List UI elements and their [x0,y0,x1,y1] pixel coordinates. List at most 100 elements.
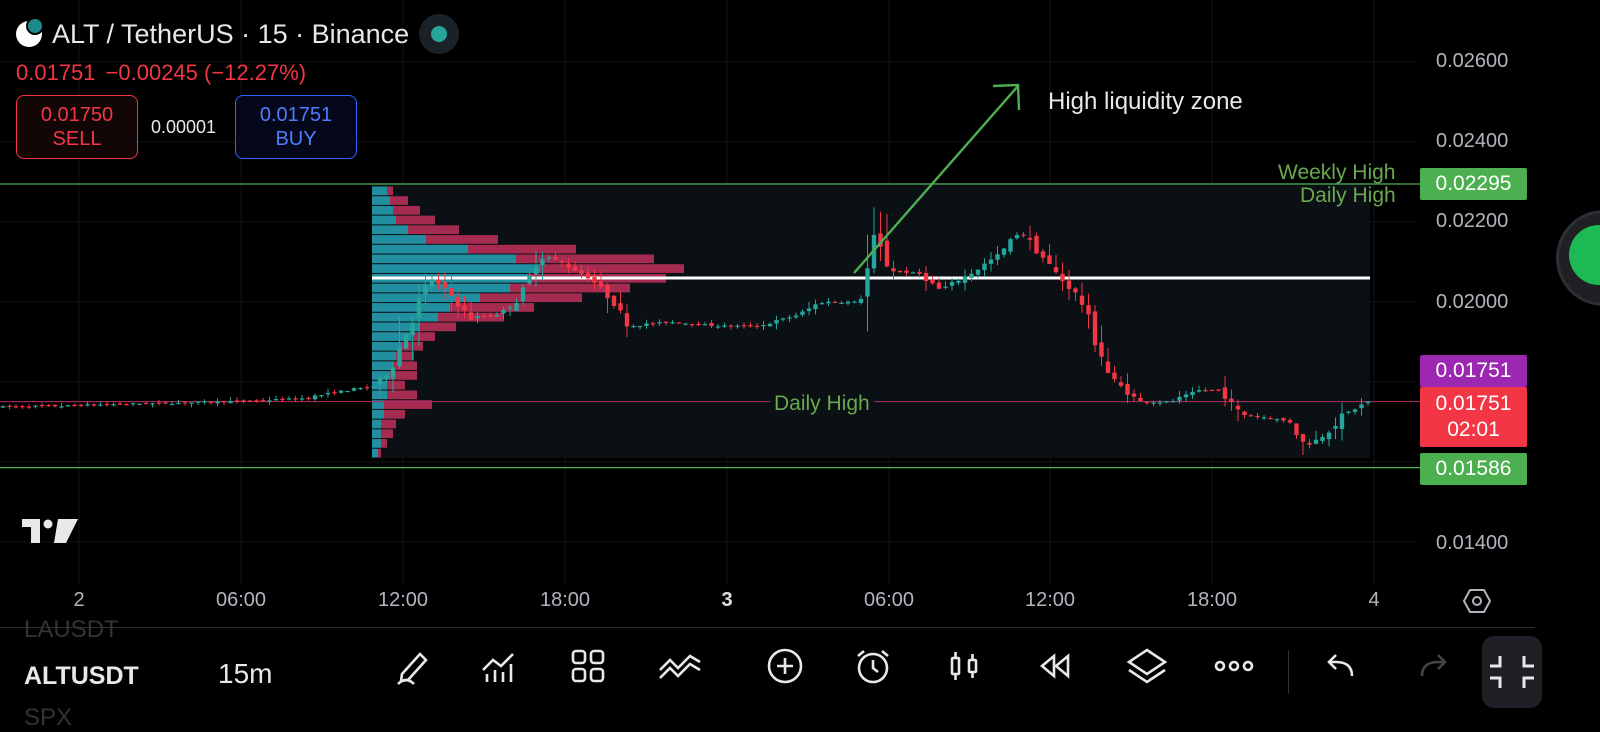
more-dots-icon [1214,660,1254,672]
sell-price: 0.01750 [40,104,114,126]
candle-down [91,404,97,406]
candle-down [1027,237,1033,240]
candle-down [572,266,578,271]
candle-down [46,405,51,407]
candle-down [156,402,162,404]
chart-type-button[interactable] [940,642,988,690]
candle-down [13,406,19,408]
volume-bar-sell [390,196,408,205]
volume-bar-sell [381,419,396,429]
candle-down [553,256,558,260]
price-change: −0.00245 (−12.27%) [105,60,307,85]
candle-up [111,404,116,406]
sell-button[interactable]: 0.01750 SELL [16,95,138,159]
add-button[interactable] [761,642,809,690]
more-button[interactable] [1210,642,1258,690]
candle-down [1118,382,1124,386]
candle-down [897,270,903,273]
candle-down [936,282,942,289]
candle-down [1216,389,1221,391]
candle-down [1125,383,1130,395]
candle-down [566,263,571,268]
candle-up [767,323,773,327]
fullscreen-button[interactable] [1482,636,1542,708]
volume-bar-sell [420,322,456,332]
candle-up [299,398,305,400]
candle-down [930,279,935,284]
redo-button[interactable] [1408,642,1456,690]
candle-up [1326,432,1332,440]
weekly-high-tag[interactable]: 0.02295 [1420,168,1527,200]
candle-up [130,403,136,405]
volume-bar-buy [372,351,396,361]
candle-up [59,406,64,408]
candle-down [436,279,441,284]
candle-up [0,406,6,408]
volume-bar-buy [372,225,408,235]
candle-down [234,400,240,402]
pencil-icon [397,652,428,685]
volume-bar-sell [396,215,435,225]
symbol-title[interactable]: ALT / TetherUS · 15 · Binance [52,18,410,49]
alert-price-tag[interactable]: 0.01751 [1420,355,1527,387]
candle-down [1073,288,1078,293]
chart-settings-icon[interactable] [1462,586,1492,616]
candle-down [585,272,591,279]
candle-up [410,322,415,336]
low-level-tag[interactable]: 0.01586 [1420,453,1527,485]
symbol-header[interactable]: ALT / TetherUS · 15 · Binance [16,14,460,54]
candle-up [826,301,831,304]
candle-up [1001,248,1007,255]
templates-button[interactable] [564,642,612,690]
undo-button[interactable] [1318,642,1366,690]
volume-bar-buy [372,409,384,419]
prev-symbol[interactable]: LAUSDT [24,616,119,643]
buy-label: BUY [275,128,317,150]
candle-down [598,281,604,287]
candle-up [33,405,38,407]
volume-bar-buy [372,312,438,322]
candle-up [98,404,103,406]
time-label: 2 [73,589,85,611]
price-label: 0.02000 [1436,291,1509,313]
compare-button[interactable] [656,642,704,690]
candle-up [384,375,389,378]
replay-button[interactable] [1030,642,1078,690]
candle-up [962,276,968,283]
liquidity-annotation[interactable]: High liquidity zone [1048,88,1243,115]
candle-down [143,402,149,405]
candle-down [208,401,214,403]
candle-down [247,400,253,402]
candle-down [676,322,682,324]
price-chart[interactable] [0,0,1600,627]
candle-up [540,258,545,266]
next-symbol[interactable]: SPX [24,704,73,731]
candle-up [1333,425,1338,429]
volume-bar-buy [372,448,378,458]
trend-arrow[interactable] [853,85,1019,274]
candle-up [657,322,662,324]
candle-up [1274,419,1280,421]
candle-up [631,325,636,328]
alert-button[interactable] [849,642,897,690]
indicators-button[interactable] [475,642,523,690]
timeframe-selector[interactable]: 15m [218,658,273,689]
current-price-tag[interactable]: 0.01751 02:01 [1420,387,1527,447]
candle-up [839,302,844,304]
volume-bar-sell [468,244,576,254]
volume-bar-sell [411,332,435,341]
market-open-icon[interactable] [419,14,460,54]
candle-up [845,301,851,304]
symbol-selector[interactable]: ALTUSDT [24,662,139,690]
candle-up [683,323,688,325]
volume-bar-sell [516,254,654,264]
spotify-bubble-icon[interactable] [1556,210,1600,306]
layers-button[interactable] [1123,642,1171,690]
candle-down [20,406,25,408]
volume-bar-sell [396,351,414,361]
price-label: 0.02600 [1436,50,1509,72]
candle-down [1209,389,1215,391]
candle-down [293,398,298,400]
drawing-tool-button[interactable] [388,642,436,690]
buy-button[interactable]: 0.01751 BUY [235,95,357,159]
